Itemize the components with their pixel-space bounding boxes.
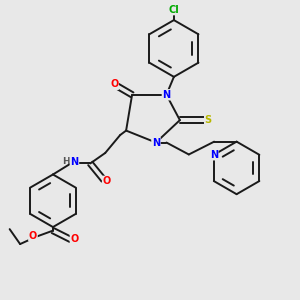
Text: N: N bbox=[152, 137, 160, 148]
Text: O: O bbox=[29, 231, 37, 241]
Text: N: N bbox=[162, 90, 170, 100]
Text: O: O bbox=[103, 176, 111, 186]
Text: Cl: Cl bbox=[169, 5, 179, 15]
Text: N: N bbox=[210, 150, 218, 160]
Text: O: O bbox=[110, 79, 118, 89]
Text: S: S bbox=[205, 115, 212, 125]
Text: H: H bbox=[62, 158, 69, 166]
Text: O: O bbox=[70, 234, 79, 244]
Text: N: N bbox=[70, 157, 79, 167]
